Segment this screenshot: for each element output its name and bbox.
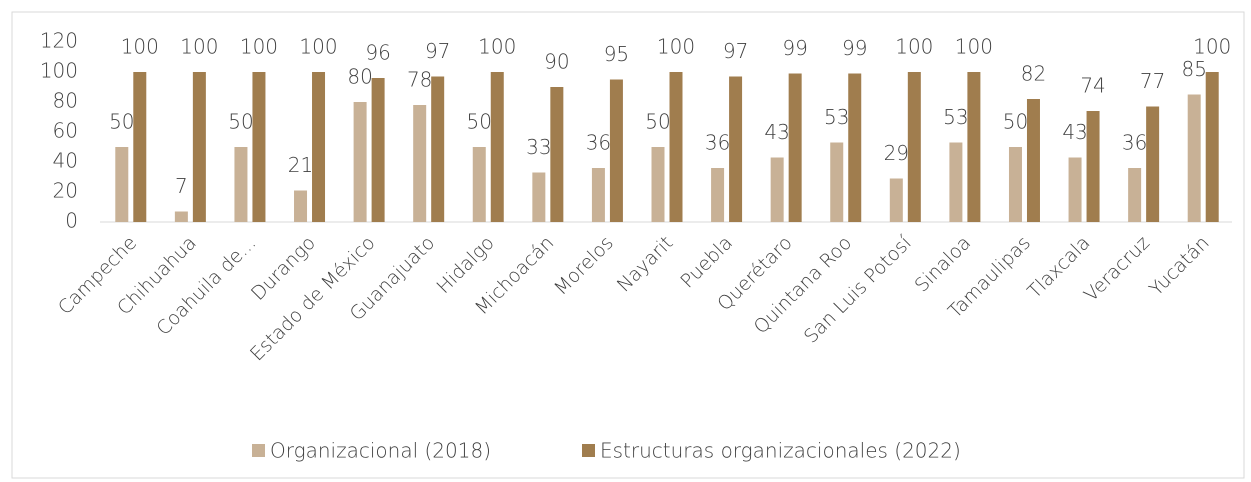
bar xyxy=(889,178,903,222)
y-tick-label: 40 xyxy=(53,149,78,173)
bar xyxy=(1026,99,1040,222)
legend-label: Estructuras organizacionales (2022) xyxy=(600,439,961,463)
bar xyxy=(490,72,504,222)
bar xyxy=(591,168,605,222)
bar xyxy=(532,172,546,222)
bar xyxy=(830,142,844,222)
data-label: 100 xyxy=(478,35,516,59)
data-label: 82 xyxy=(1021,62,1046,86)
data-label: 33 xyxy=(526,135,551,159)
data-label: 100 xyxy=(657,35,695,59)
data-label: 85 xyxy=(1181,57,1206,81)
y-tick-label: 60 xyxy=(53,119,78,143)
data-label: 50 xyxy=(645,110,670,134)
bar xyxy=(413,105,427,222)
data-label: 99 xyxy=(782,36,807,60)
data-label: 7 xyxy=(175,174,188,198)
data-label: 99 xyxy=(842,36,867,60)
data-label: 50 xyxy=(1003,110,1028,134)
data-label: 100 xyxy=(121,35,159,59)
bar xyxy=(312,72,326,222)
bar xyxy=(770,157,784,222)
data-label: 53 xyxy=(824,105,849,129)
bar xyxy=(651,147,665,222)
data-label: 97 xyxy=(723,39,748,63)
data-label: 36 xyxy=(586,131,611,155)
y-tick-label: 20 xyxy=(53,179,78,203)
data-label: 100 xyxy=(299,35,337,59)
bar xyxy=(431,76,445,222)
data-label: 100 xyxy=(955,35,993,59)
bar xyxy=(115,147,129,222)
y-tick-label: 120 xyxy=(40,29,78,53)
x-tick-label: Yucatán xyxy=(1145,232,1213,300)
bar xyxy=(1086,111,1100,222)
chart-border xyxy=(11,11,1245,479)
bar xyxy=(234,147,248,222)
y-tick-label: 80 xyxy=(53,89,78,113)
data-label: 100 xyxy=(180,35,218,59)
data-label: 21 xyxy=(288,153,313,177)
x-tick-label: San Luis Potosí xyxy=(800,231,916,347)
bar xyxy=(729,76,743,222)
data-label: 53 xyxy=(943,105,968,129)
x-tick-label: Morelos xyxy=(550,232,618,300)
bar xyxy=(192,72,206,222)
legend-swatch xyxy=(582,444,595,457)
bar xyxy=(1146,106,1160,222)
legend-label: Organizacional (2018) xyxy=(270,439,491,463)
data-label: 43 xyxy=(1062,120,1087,144)
data-label: 100 xyxy=(895,35,933,59)
bar xyxy=(1008,147,1022,222)
x-tick-label: Veracruz xyxy=(1080,232,1154,306)
bar xyxy=(550,87,564,222)
data-label: 97 xyxy=(425,39,450,63)
bar xyxy=(1187,94,1201,222)
data-label: 43 xyxy=(764,120,789,144)
data-label: 100 xyxy=(1193,35,1231,59)
bar xyxy=(711,168,725,222)
data-label: 74 xyxy=(1080,74,1105,98)
x-tick-label: Nayarit xyxy=(613,232,678,297)
bar xyxy=(252,72,266,222)
bar xyxy=(949,142,963,222)
data-label: 50 xyxy=(467,110,492,134)
y-tick-label: 0 xyxy=(65,209,78,233)
data-label: 96 xyxy=(365,41,390,65)
x-tick-label: Puebla xyxy=(676,232,737,293)
bar xyxy=(174,211,188,222)
bar xyxy=(472,147,486,222)
y-tick-label: 100 xyxy=(40,59,78,83)
bar xyxy=(353,102,367,222)
bar xyxy=(848,73,862,222)
data-label: 95 xyxy=(604,42,629,66)
data-label: 36 xyxy=(1122,131,1147,155)
bar xyxy=(669,72,683,222)
data-label: 78 xyxy=(407,68,432,92)
data-label: 100 xyxy=(240,35,278,59)
bar xyxy=(967,72,981,222)
bar xyxy=(788,73,802,222)
bar xyxy=(294,190,308,222)
bar xyxy=(133,72,147,222)
data-label: 90 xyxy=(544,50,569,74)
legend-swatch xyxy=(252,444,265,457)
data-label: 29 xyxy=(884,141,909,165)
bar xyxy=(609,79,623,222)
bar xyxy=(371,78,385,222)
data-label: 36 xyxy=(705,131,730,155)
data-label: 50 xyxy=(109,110,134,134)
bar xyxy=(1068,157,1082,222)
bar xyxy=(907,72,921,222)
data-label: 50 xyxy=(228,110,253,134)
bar xyxy=(1128,168,1142,222)
data-label: 80 xyxy=(347,65,372,89)
data-label: 77 xyxy=(1140,69,1165,93)
bar xyxy=(1205,72,1219,222)
